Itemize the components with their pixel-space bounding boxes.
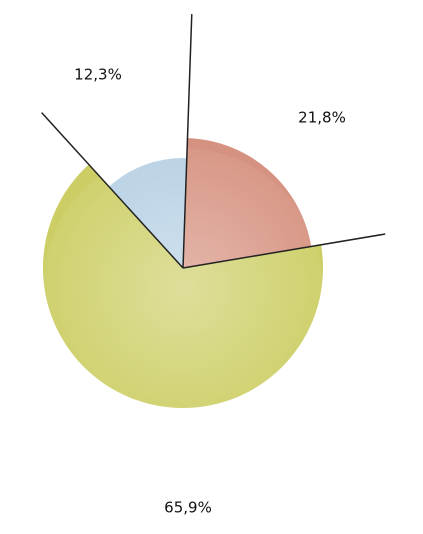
value-label: 12,3% [74,66,122,84]
wash [43,148,323,428]
chart: 12,3% 21,8% 65,9% [0,0,423,530]
value-label: 21,8% [298,109,346,127]
page: 12,3%21,8%65,9% (() => { const data = JS… [0,0,423,530]
value-label: 65,9% [164,499,212,517]
